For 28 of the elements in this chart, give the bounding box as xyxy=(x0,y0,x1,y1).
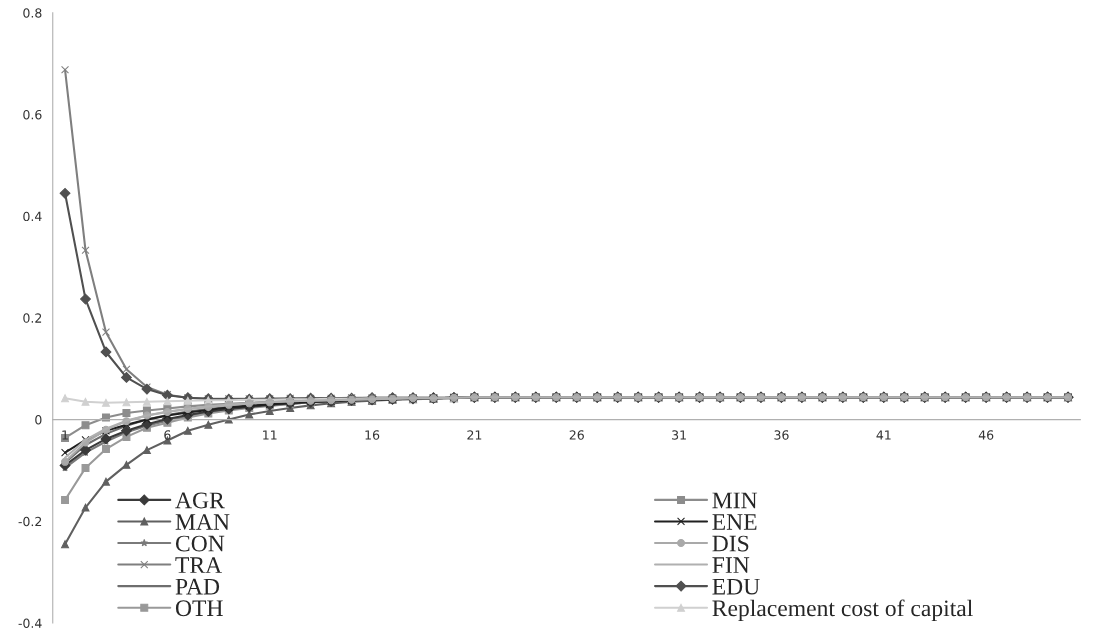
x-tick-label: 41 xyxy=(876,430,891,440)
legend-label: CON xyxy=(175,535,225,552)
legend-label: MIN xyxy=(712,492,758,509)
legend-label: AGR xyxy=(175,492,225,509)
x-tick-label: 31 xyxy=(672,430,686,440)
x-tick-label: 11 xyxy=(263,430,277,440)
legend-label: OTH xyxy=(175,600,223,617)
x-tick-label: 26 xyxy=(569,430,584,440)
legend-label: Replacement cost of capital xyxy=(712,599,973,622)
y-tick-label: 0 xyxy=(35,415,42,425)
y-tick-label: 0.4 xyxy=(23,211,42,222)
legend-label: DIS xyxy=(712,535,749,552)
x-tick-label: 6 xyxy=(164,430,171,440)
y-tick-label: 0.8 xyxy=(23,8,42,18)
legend-label: MAN xyxy=(175,514,230,530)
legend-label: TRA xyxy=(175,557,223,573)
x-tick-label: 16 xyxy=(365,430,380,440)
x-tick-label: 21 xyxy=(467,430,482,440)
y-tick-label: -0.4 xyxy=(18,618,42,628)
x-tick-label: 36 xyxy=(774,430,789,440)
y-tick-label: 0.2 xyxy=(23,313,42,323)
legend-label: EDU xyxy=(712,578,760,595)
x-tick-label: 46 xyxy=(978,430,994,440)
legend-label: PAD xyxy=(175,578,220,595)
y-tick-label: 0.6 xyxy=(23,109,42,120)
y-tick-label: -0.2 xyxy=(18,516,42,527)
legend-label: FIN xyxy=(712,557,750,573)
legend-label: ENE xyxy=(712,514,757,530)
